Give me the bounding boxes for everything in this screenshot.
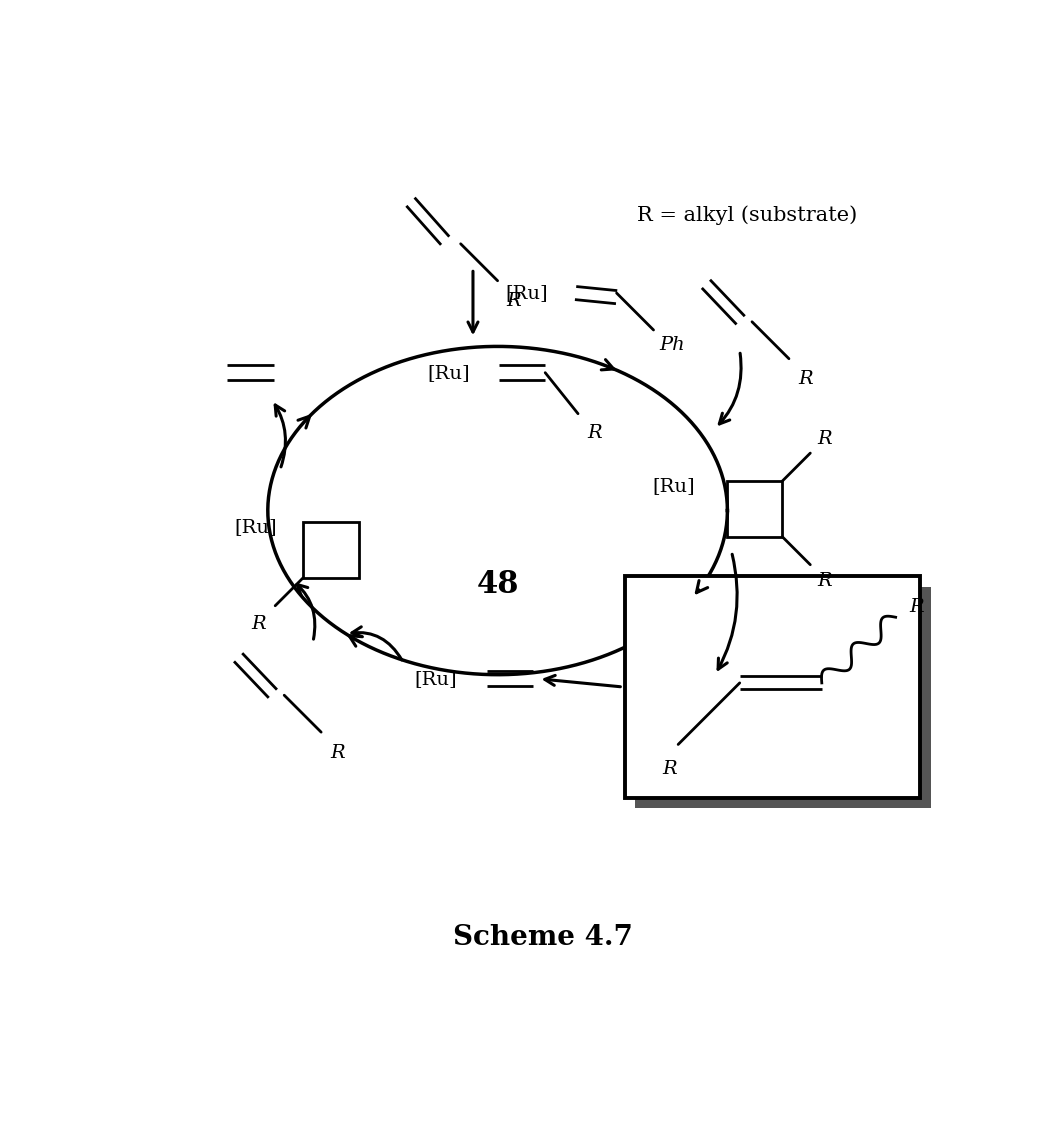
Text: [Ru]: [Ru] bbox=[427, 364, 470, 382]
Text: [Ru]: [Ru] bbox=[415, 670, 457, 688]
Text: R: R bbox=[506, 292, 521, 310]
Text: R: R bbox=[909, 598, 923, 616]
Bar bbox=[625, 576, 920, 798]
Text: Ph: Ph bbox=[660, 335, 685, 354]
Text: R = alkyl (substrate): R = alkyl (substrate) bbox=[638, 205, 858, 225]
Text: R: R bbox=[251, 615, 266, 633]
Bar bbox=[303, 523, 359, 577]
Text: R: R bbox=[330, 744, 345, 762]
Bar bbox=[726, 482, 783, 536]
Text: R: R bbox=[816, 430, 831, 448]
Text: Scheme 4.7: Scheme 4.7 bbox=[453, 924, 632, 950]
Text: R: R bbox=[816, 572, 831, 590]
Bar bbox=[635, 586, 931, 809]
Text: R: R bbox=[587, 423, 602, 442]
Text: [Ru]: [Ru] bbox=[505, 284, 548, 302]
Text: R: R bbox=[798, 370, 812, 388]
Text: [Ru]: [Ru] bbox=[652, 477, 696, 495]
Text: 48: 48 bbox=[477, 569, 519, 600]
Text: R: R bbox=[663, 760, 678, 778]
Text: [Ru]: [Ru] bbox=[234, 518, 276, 536]
